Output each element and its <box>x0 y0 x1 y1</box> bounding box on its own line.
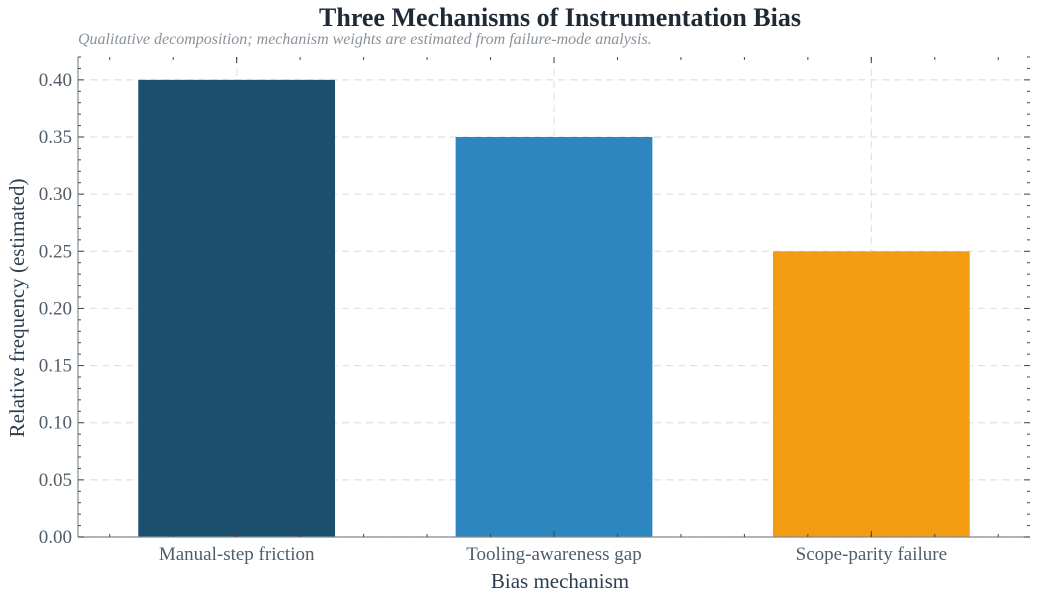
y-axis-label: Relative frequency (estimated) <box>5 179 29 438</box>
y-tick-label: 0.40 <box>39 70 72 91</box>
y-tick-label: 0.05 <box>39 470 72 491</box>
chart-title: Three Mechanisms of Instrumentation Bias <box>319 3 801 32</box>
y-tick-label: 0.00 <box>39 527 72 548</box>
tick-labels: 0.00 0.05 0.10 0.15 0.20 0.25 0.30 0.35 0.40 Manu… <box>39 70 947 565</box>
bar-1 <box>138 79 336 537</box>
x-axis-label: Bias mechanism <box>491 569 629 593</box>
ticks <box>78 56 1030 538</box>
bar-2 <box>455 137 653 537</box>
y-tick-label: 0.30 <box>39 184 72 205</box>
y-tick-label: 0.10 <box>39 413 72 434</box>
bar-3 <box>772 251 970 538</box>
y-tick-label: 0.25 <box>39 241 72 262</box>
chart-subtitle: Qualitative decomposition; mechanism wei… <box>78 31 652 48</box>
y-tick-label: 0.20 <box>39 298 72 319</box>
y-tick-label: 0.35 <box>39 127 72 148</box>
x-tick-label: Tooling-awareness gap <box>466 544 641 565</box>
y-tick-label: 0.15 <box>39 356 72 377</box>
x-tick-label: Manual-step friction <box>159 544 315 565</box>
bars <box>138 79 970 538</box>
x-tick-label: Scope-parity failure <box>796 544 947 565</box>
